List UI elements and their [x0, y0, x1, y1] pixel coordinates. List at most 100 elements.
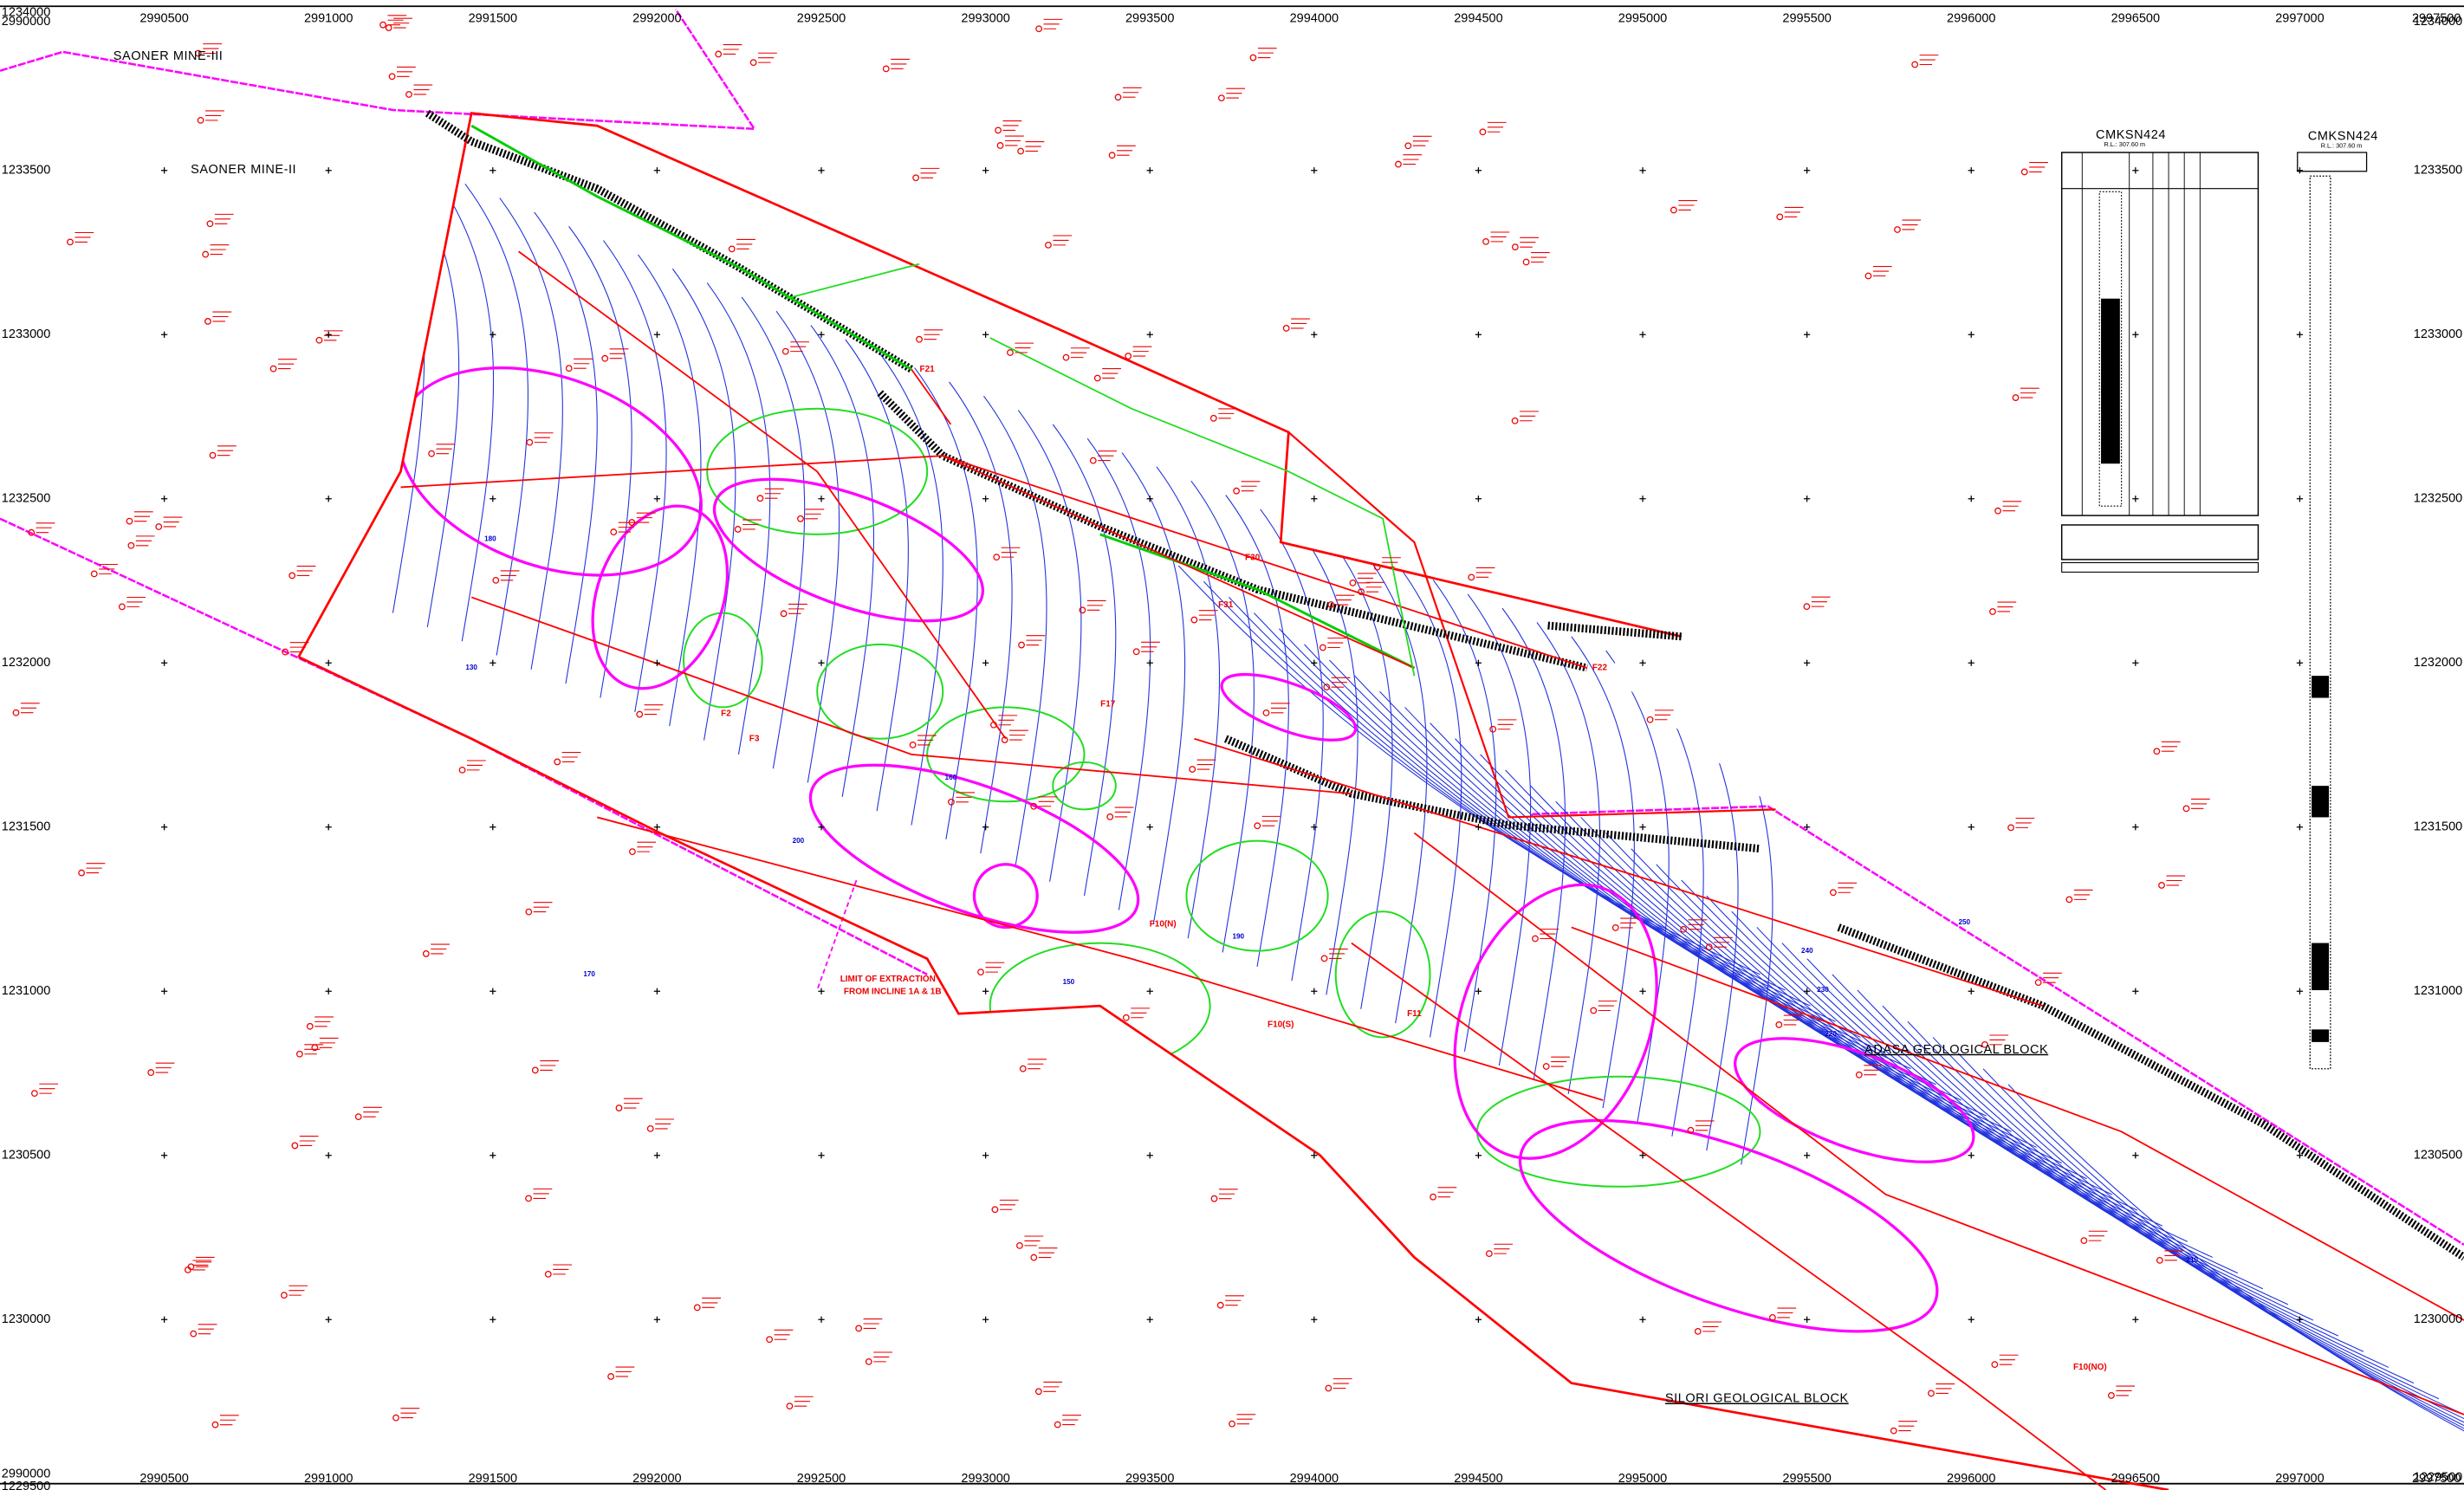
borehole-annotation	[212, 311, 232, 322]
grid-cross	[160, 167, 168, 174]
borehole	[2080, 1237, 2088, 1245]
grid-cross	[1804, 331, 1811, 338]
borehole-annotation	[1038, 796, 1058, 807]
borehole-annotation	[1291, 318, 1310, 329]
structure-contour	[1806, 958, 2389, 1368]
easting-label: 2991000	[304, 1472, 353, 1486]
grid-cross	[325, 824, 332, 831]
borehole-annotation	[1551, 1056, 1570, 1067]
structure-contour	[568, 225, 632, 698]
lineament	[989, 337, 1416, 677]
northing-label: 1233500	[2, 164, 50, 178]
structure-contour	[1177, 565, 1760, 975]
northing-label: 1233000	[2414, 327, 2462, 341]
borehole-annotation	[1714, 936, 1733, 948]
structure-contour	[1631, 848, 2214, 1258]
fault-line	[1351, 942, 2107, 1490]
easting-label: 2992500	[797, 1472, 846, 1486]
contour-label: 200	[793, 837, 805, 845]
borehole	[1358, 588, 1365, 596]
borehole-annotation	[1490, 231, 1510, 243]
borehole-annotation	[1198, 610, 1218, 621]
grid-cross	[1475, 496, 1482, 502]
borehole-annotation	[135, 535, 155, 547]
structure-contour	[1329, 659, 1911, 1070]
borehole	[206, 220, 214, 228]
borehole	[1093, 374, 1101, 382]
borehole	[1890, 1427, 1897, 1435]
borehole-annotation	[163, 516, 183, 528]
easting-label: 2990000	[2, 15, 50, 29]
easting-label: 2997000	[2275, 1472, 2324, 1486]
lease-boundary	[1532, 805, 2464, 1247]
borehole	[781, 347, 789, 355]
easting-label: 2995500	[1782, 1472, 1831, 1486]
structure-contour	[1605, 650, 1670, 1123]
borehole	[996, 142, 1004, 149]
seam-loop	[1518, 1118, 1939, 1333]
borehole	[282, 648, 289, 656]
borehole-annotation	[790, 341, 809, 353]
borehole	[1479, 128, 1487, 136]
borehole	[1646, 716, 1654, 723]
borehole	[1511, 243, 1519, 251]
grid-cross	[1146, 1152, 1153, 1159]
borehole-annotation	[1520, 236, 1540, 248]
borehole-annotation	[1028, 1059, 1047, 1070]
borehole	[1468, 573, 1475, 581]
borehole	[428, 450, 435, 457]
seam-loop	[972, 863, 1039, 930]
borehole	[544, 1270, 552, 1278]
grid-cross	[1639, 1152, 1646, 1159]
borehole	[1323, 683, 1331, 691]
borehole	[306, 1022, 314, 1030]
seam-loop	[1734, 1037, 1975, 1163]
borehole-annotation	[1132, 346, 1152, 357]
fault-line	[518, 250, 1007, 740]
borehole	[2020, 168, 2028, 176]
borehole	[1249, 54, 1257, 62]
structure-contour	[1432, 580, 1497, 1052]
borehole-annotation	[1620, 917, 1639, 929]
borehole	[1045, 241, 1052, 249]
grid-cross	[2132, 496, 2139, 502]
easting-label: 2992000	[632, 12, 681, 26]
borehole	[1132, 648, 1140, 656]
borehole	[1106, 813, 1114, 820]
borehole-annotation	[1024, 1235, 1044, 1247]
structure-contour	[1571, 636, 1635, 1109]
northing-label: 1231500	[2414, 820, 2462, 834]
borehole-annotation	[1002, 120, 1022, 131]
northing-label: 1230500	[2, 1149, 50, 1163]
grid-cross	[1146, 167, 1153, 174]
borehole	[990, 721, 997, 729]
easting-label: 2997000	[2275, 12, 2324, 26]
borehole	[1190, 616, 1198, 624]
borehole-annotation	[1531, 252, 1550, 263]
borehole	[1349, 579, 1357, 586]
extraction-label: LIMIT OF EXTRACTION	[840, 975, 936, 984]
easting-label: 2992000	[632, 1472, 681, 1486]
borehole-annotation	[195, 1256, 215, 1267]
grid-cross	[490, 496, 496, 502]
grid-cross	[1968, 824, 1974, 831]
structure-contour	[1957, 1053, 2464, 1462]
grid-cross	[818, 824, 825, 831]
fault-line	[1413, 832, 2464, 1416]
borehole-annotation	[1520, 411, 1539, 422]
structure-contour	[1052, 424, 1117, 897]
seam-loop	[808, 763, 1140, 934]
borehole-annotation	[467, 760, 486, 771]
block-boundary	[1287, 431, 1776, 819]
borehole-annotation	[2088, 1230, 2108, 1241]
structure-contour	[1932, 1037, 2464, 1447]
borehole-annotation	[296, 565, 316, 576]
borehole-annotation	[1403, 154, 1423, 165]
borehole	[127, 541, 135, 549]
borehole-annotation	[1043, 1381, 1063, 1392]
borehole-annotation	[1131, 1007, 1151, 1019]
borehole	[78, 869, 86, 877]
structure-contour	[1857, 989, 2440, 1400]
